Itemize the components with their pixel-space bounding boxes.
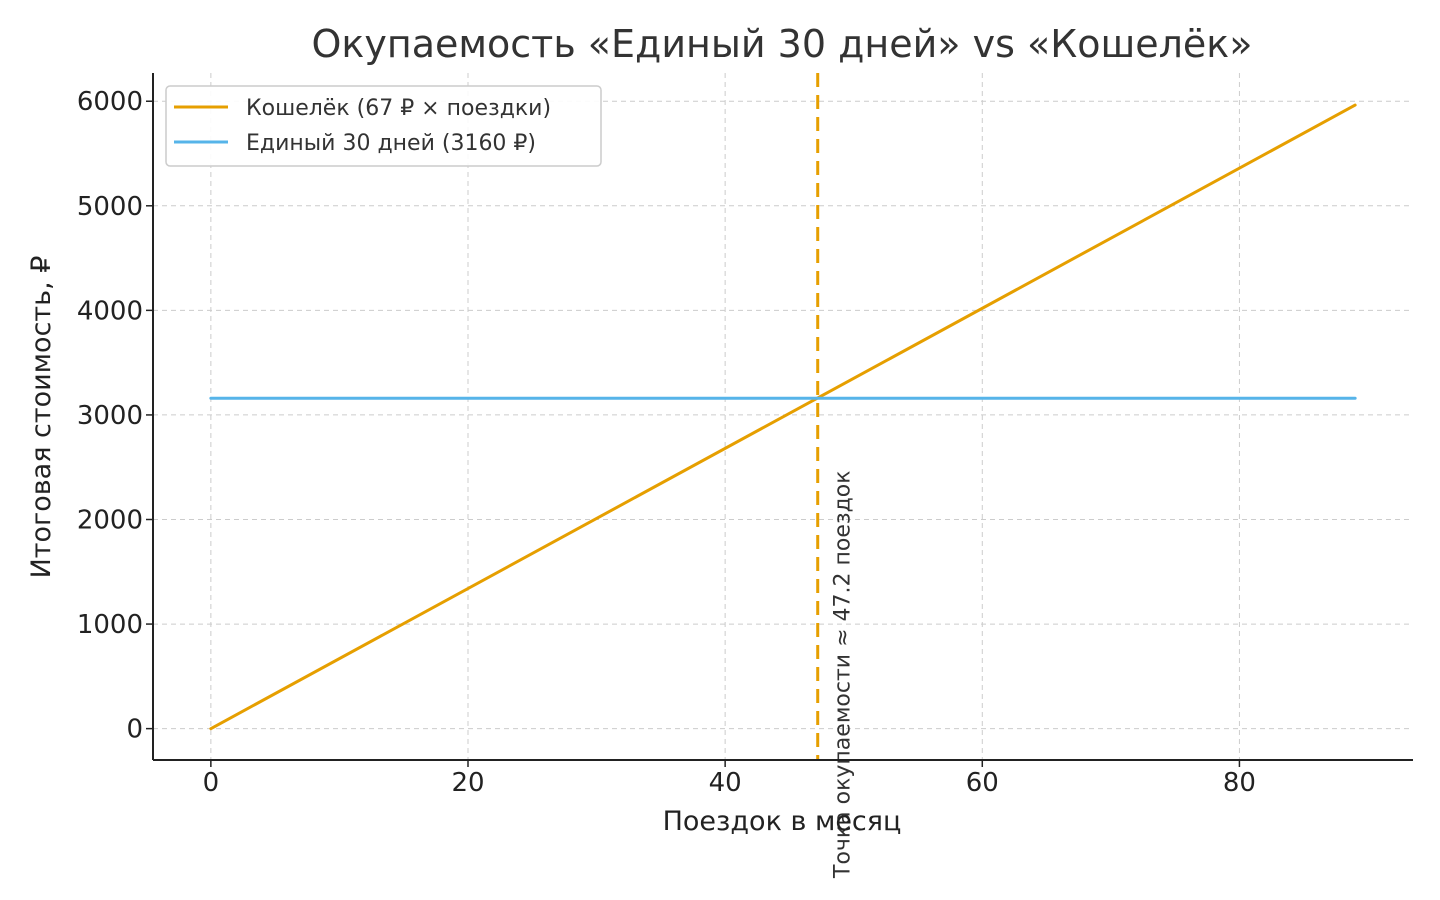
- grid: [153, 73, 1413, 760]
- chart-title: Окупаемость «Единый 30 дней» vs «Кошелёк…: [312, 22, 1253, 66]
- x-tick-label-1: 20: [451, 768, 484, 798]
- y-tick-label-4: 4000: [77, 296, 143, 326]
- y-axis-label: Итоговая стоимость, ₽: [26, 256, 57, 579]
- legend-box: [165, 85, 602, 167]
- x-tick-label-3: 60: [966, 768, 999, 798]
- series-line-0: [209, 103, 1357, 731]
- y-tick-label-3: 3000: [77, 401, 143, 431]
- y-tick-label-1: 1000: [77, 610, 143, 640]
- legend-label-1: Единый 30 дней (3160 ₽): [246, 131, 536, 156]
- x-axis-label: Поездок в месяц: [663, 806, 902, 837]
- legend: Кошелёк (67 ₽ × поездки) Единый 30 дней (…: [165, 85, 602, 167]
- y-tick-label-2: 2000: [77, 505, 143, 535]
- y-tick-label-5: 5000: [77, 192, 143, 222]
- y-tick-label-6: 6000: [77, 87, 143, 117]
- x-tick-label-0: 0: [203, 768, 220, 798]
- breakeven-label: Точка окупаемости ≈ 47.2 поездок: [831, 470, 856, 879]
- x-tick-label-2: 40: [709, 768, 742, 798]
- y-tick-label-0: 0: [126, 715, 143, 745]
- legend-label-0: Кошелёк (67 ₽ × поездки): [246, 96, 551, 121]
- x-tick-label-4: 80: [1223, 768, 1256, 798]
- axes: 0 20 40 60 80 0 1000 2000 3000 4000 5000 6000: [77, 73, 1413, 798]
- series-layer: [209, 103, 1357, 731]
- annotation-layer: Точка окупаемости ≈ 47.2 поездок: [816, 73, 856, 879]
